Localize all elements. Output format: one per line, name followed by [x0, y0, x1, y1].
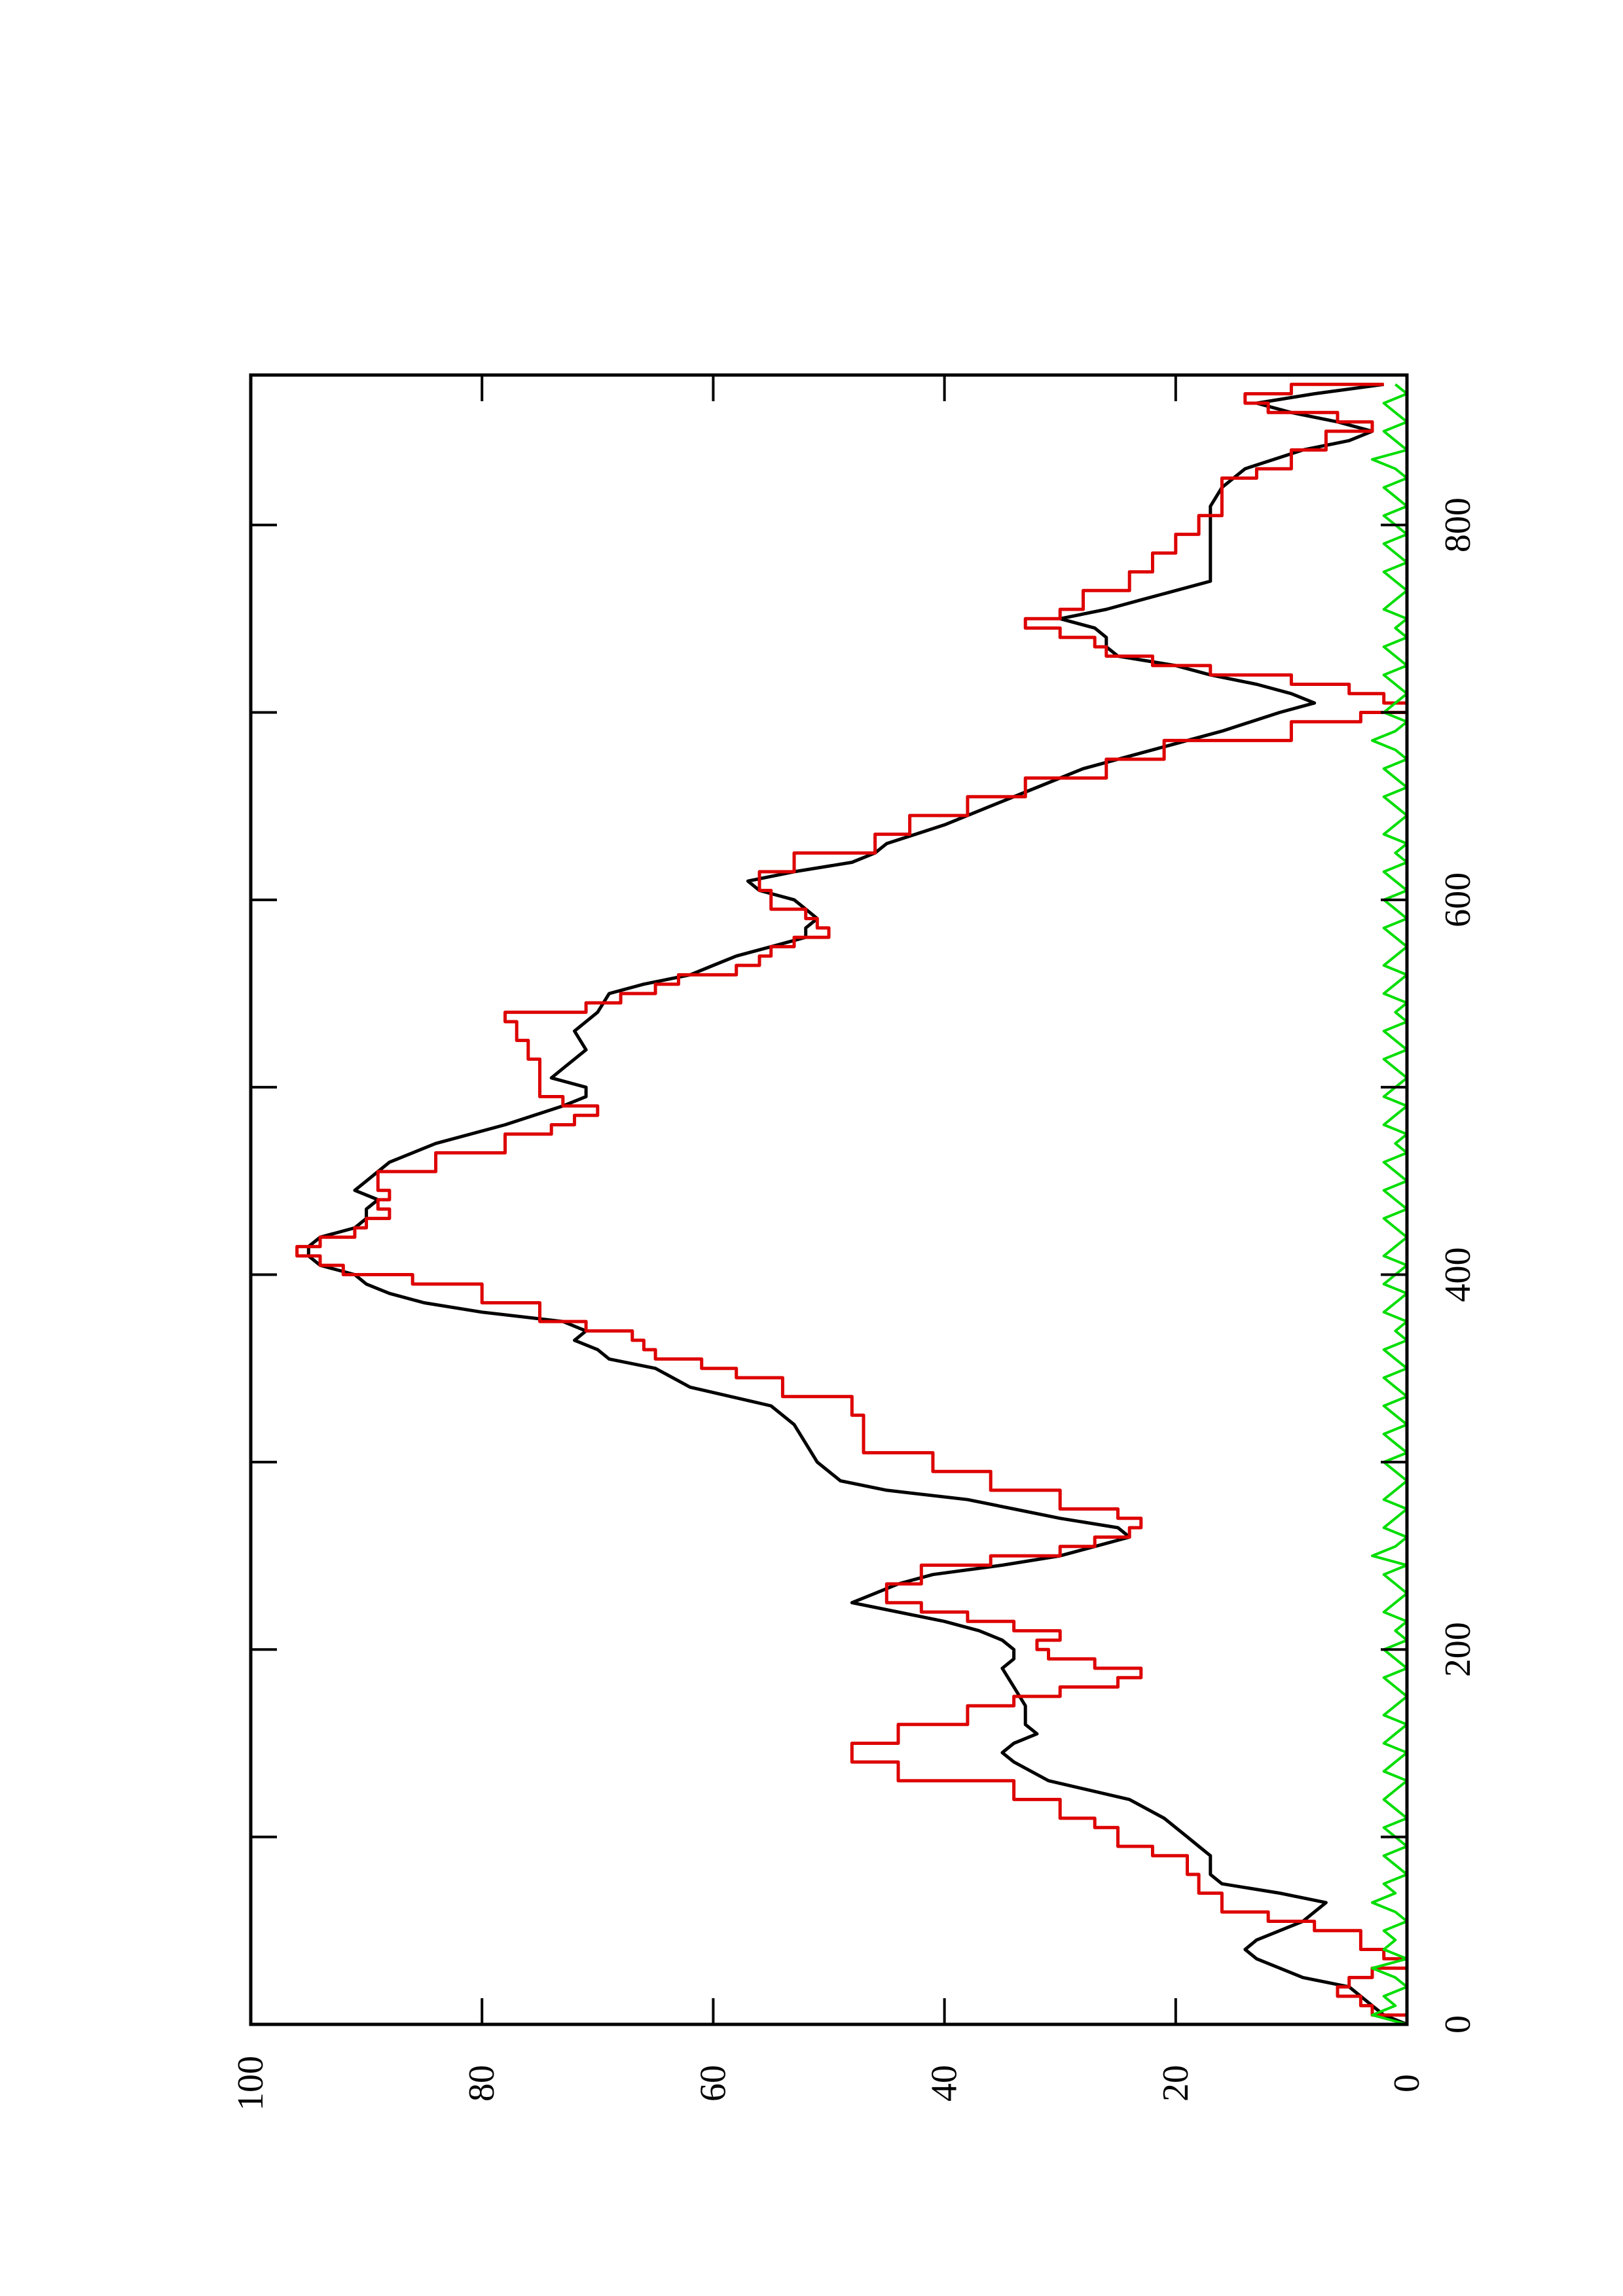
x-tick-label-8: 800 [1438, 497, 1478, 552]
x-tick-label-2: 200 [1438, 1622, 1478, 1677]
y-tick-label-2: 40 [924, 2065, 965, 2102]
series-line-1 [295, 382, 1409, 2024]
y-tick-label-4: 80 [462, 2065, 502, 2102]
x-tick-label-0: 0 [1438, 2015, 1478, 2034]
y-tick-label-5: 100 [230, 2056, 271, 2111]
series-layer [295, 382, 1409, 2026]
x-tick-label-4: 400 [1438, 1247, 1478, 1302]
plot-frame [249, 373, 1409, 2026]
tick-layer: 0 200 400 600 800 0 20 40 60 80 100 [230, 375, 1478, 2111]
y-tick-label-1: 20 [1156, 2065, 1196, 2102]
y-tick-label-3: 60 [693, 2065, 733, 2102]
x-tick-label-6: 600 [1438, 872, 1478, 927]
series-line-0 [306, 382, 1408, 2026]
y-tick-label-0: 0 [1387, 2074, 1427, 2092]
series-line-2 [1371, 383, 1408, 2026]
